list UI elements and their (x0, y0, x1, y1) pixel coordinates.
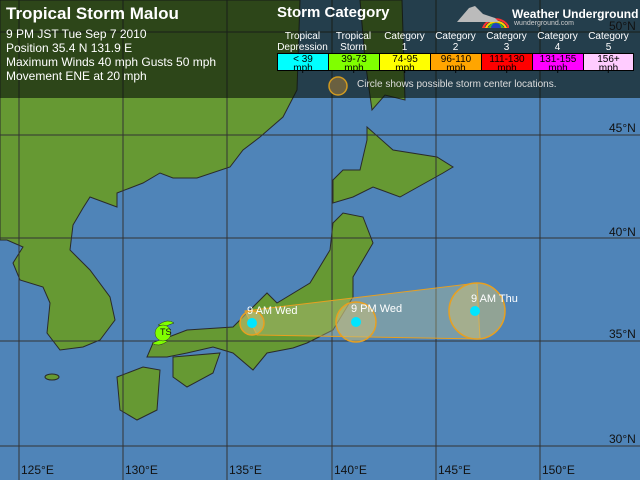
lon-label: 150°E (542, 463, 575, 477)
category-name: Tropical (335, 31, 372, 42)
logo-name: Weather Underground (512, 7, 639, 21)
category-name: Category (435, 31, 476, 42)
category-range: 156+ (597, 54, 620, 65)
category-unit: mph (497, 63, 517, 74)
ts-badge-label: TS (160, 327, 172, 337)
category-name: 1 (401, 42, 408, 53)
category-name: Depression (277, 42, 328, 53)
storm-winds: Maximum Winds 40 mph Gusts 50 mph (6, 55, 217, 69)
category-name: 4 (554, 42, 561, 53)
lat-label: 40°N (609, 225, 636, 239)
storm-movement: Movement ENE at 20 mph (6, 69, 147, 83)
category-range: 131-155 (539, 54, 577, 65)
category-name: 2 (452, 42, 459, 53)
category-name: 5 (605, 42, 612, 53)
legend-category: Category 3 111-130 mph (481, 31, 532, 74)
category-range: 39-73 (341, 54, 367, 65)
category-name: Tropical (284, 31, 321, 42)
storm-category-legend: Tropical Depression < 39 mph Tropical Storm 3… (277, 31, 634, 74)
category-name: Category (486, 31, 527, 42)
lon-label: 145°E (438, 463, 471, 477)
category-range: 96-110 (440, 54, 472, 65)
honshu (146, 212, 374, 371)
circle-note: Circle shows possible storm center locat… (357, 79, 557, 90)
lon-label: 130°E (125, 463, 158, 477)
forecast-cone (239, 282, 506, 343)
category-name: Category (384, 31, 425, 42)
hokkaido (332, 125, 454, 204)
lat-label: 30°N (609, 432, 636, 446)
storm-time: 9 PM JST Tue Sep 7 2010 (6, 27, 147, 41)
category-name: Category (537, 31, 578, 42)
legend-category: Tropical Storm 39-73 mph (328, 31, 379, 74)
storm-icons (247, 306, 480, 328)
kyushu (116, 366, 161, 421)
category-unit: mph (293, 63, 313, 74)
jeju-island (44, 373, 60, 381)
category-unit: mph (548, 63, 568, 74)
legend-category: Category 4 131-155 mph (532, 31, 583, 74)
category-range: < 39 (293, 54, 313, 65)
legend-category: Category 1 74-95 mph (379, 31, 430, 74)
storm-info: Tropical Storm Malou 9 PM JST Tue Sep 7 … (6, 4, 216, 83)
storm-icon (247, 318, 257, 328)
circle-legend-icon (328, 76, 348, 96)
shikoku (172, 352, 221, 388)
legend-title: Storm Category (277, 4, 390, 21)
category-range: 111-130 (489, 54, 525, 65)
storm-icon (470, 306, 480, 316)
forecast-label: 9 AM Thu (471, 293, 518, 305)
lon-label: 125°E (21, 463, 54, 477)
header-band (0, 0, 640, 98)
lat-label: 35°N (609, 327, 636, 341)
logo-url: wunderground.com (514, 20, 574, 27)
lon-label: 140°E (334, 463, 367, 477)
category-name: Category (588, 31, 629, 42)
category-name: Storm (340, 42, 367, 53)
category-unit: mph (344, 63, 364, 74)
storm-title: Tropical Storm Malou (6, 4, 179, 23)
forecast-label: 9 AM Wed (247, 305, 298, 317)
category-unit: mph (395, 63, 415, 74)
weather-underground-logo-icon (457, 6, 509, 28)
legend-category: Category 2 96-110 mph (430, 31, 481, 74)
storm-icon (351, 317, 361, 327)
category-unit: mph (598, 63, 619, 74)
legend-category: Tropical Depression < 39 mph (277, 31, 328, 74)
current-storm-icon (151, 320, 175, 346)
storm-position: Position 35.4 N 131.9 E (6, 41, 133, 55)
lat-label: 45°N (609, 121, 636, 135)
forecast-label: 9 PM Wed (351, 303, 403, 315)
category-unit: mph (446, 63, 466, 74)
lat-label: 50°N (609, 19, 636, 33)
category-name: 3 (503, 42, 510, 53)
legend-category: Category 5 156+ mph (583, 31, 634, 74)
lon-label: 135°E (229, 463, 262, 477)
category-range: 74-95 (392, 54, 418, 65)
